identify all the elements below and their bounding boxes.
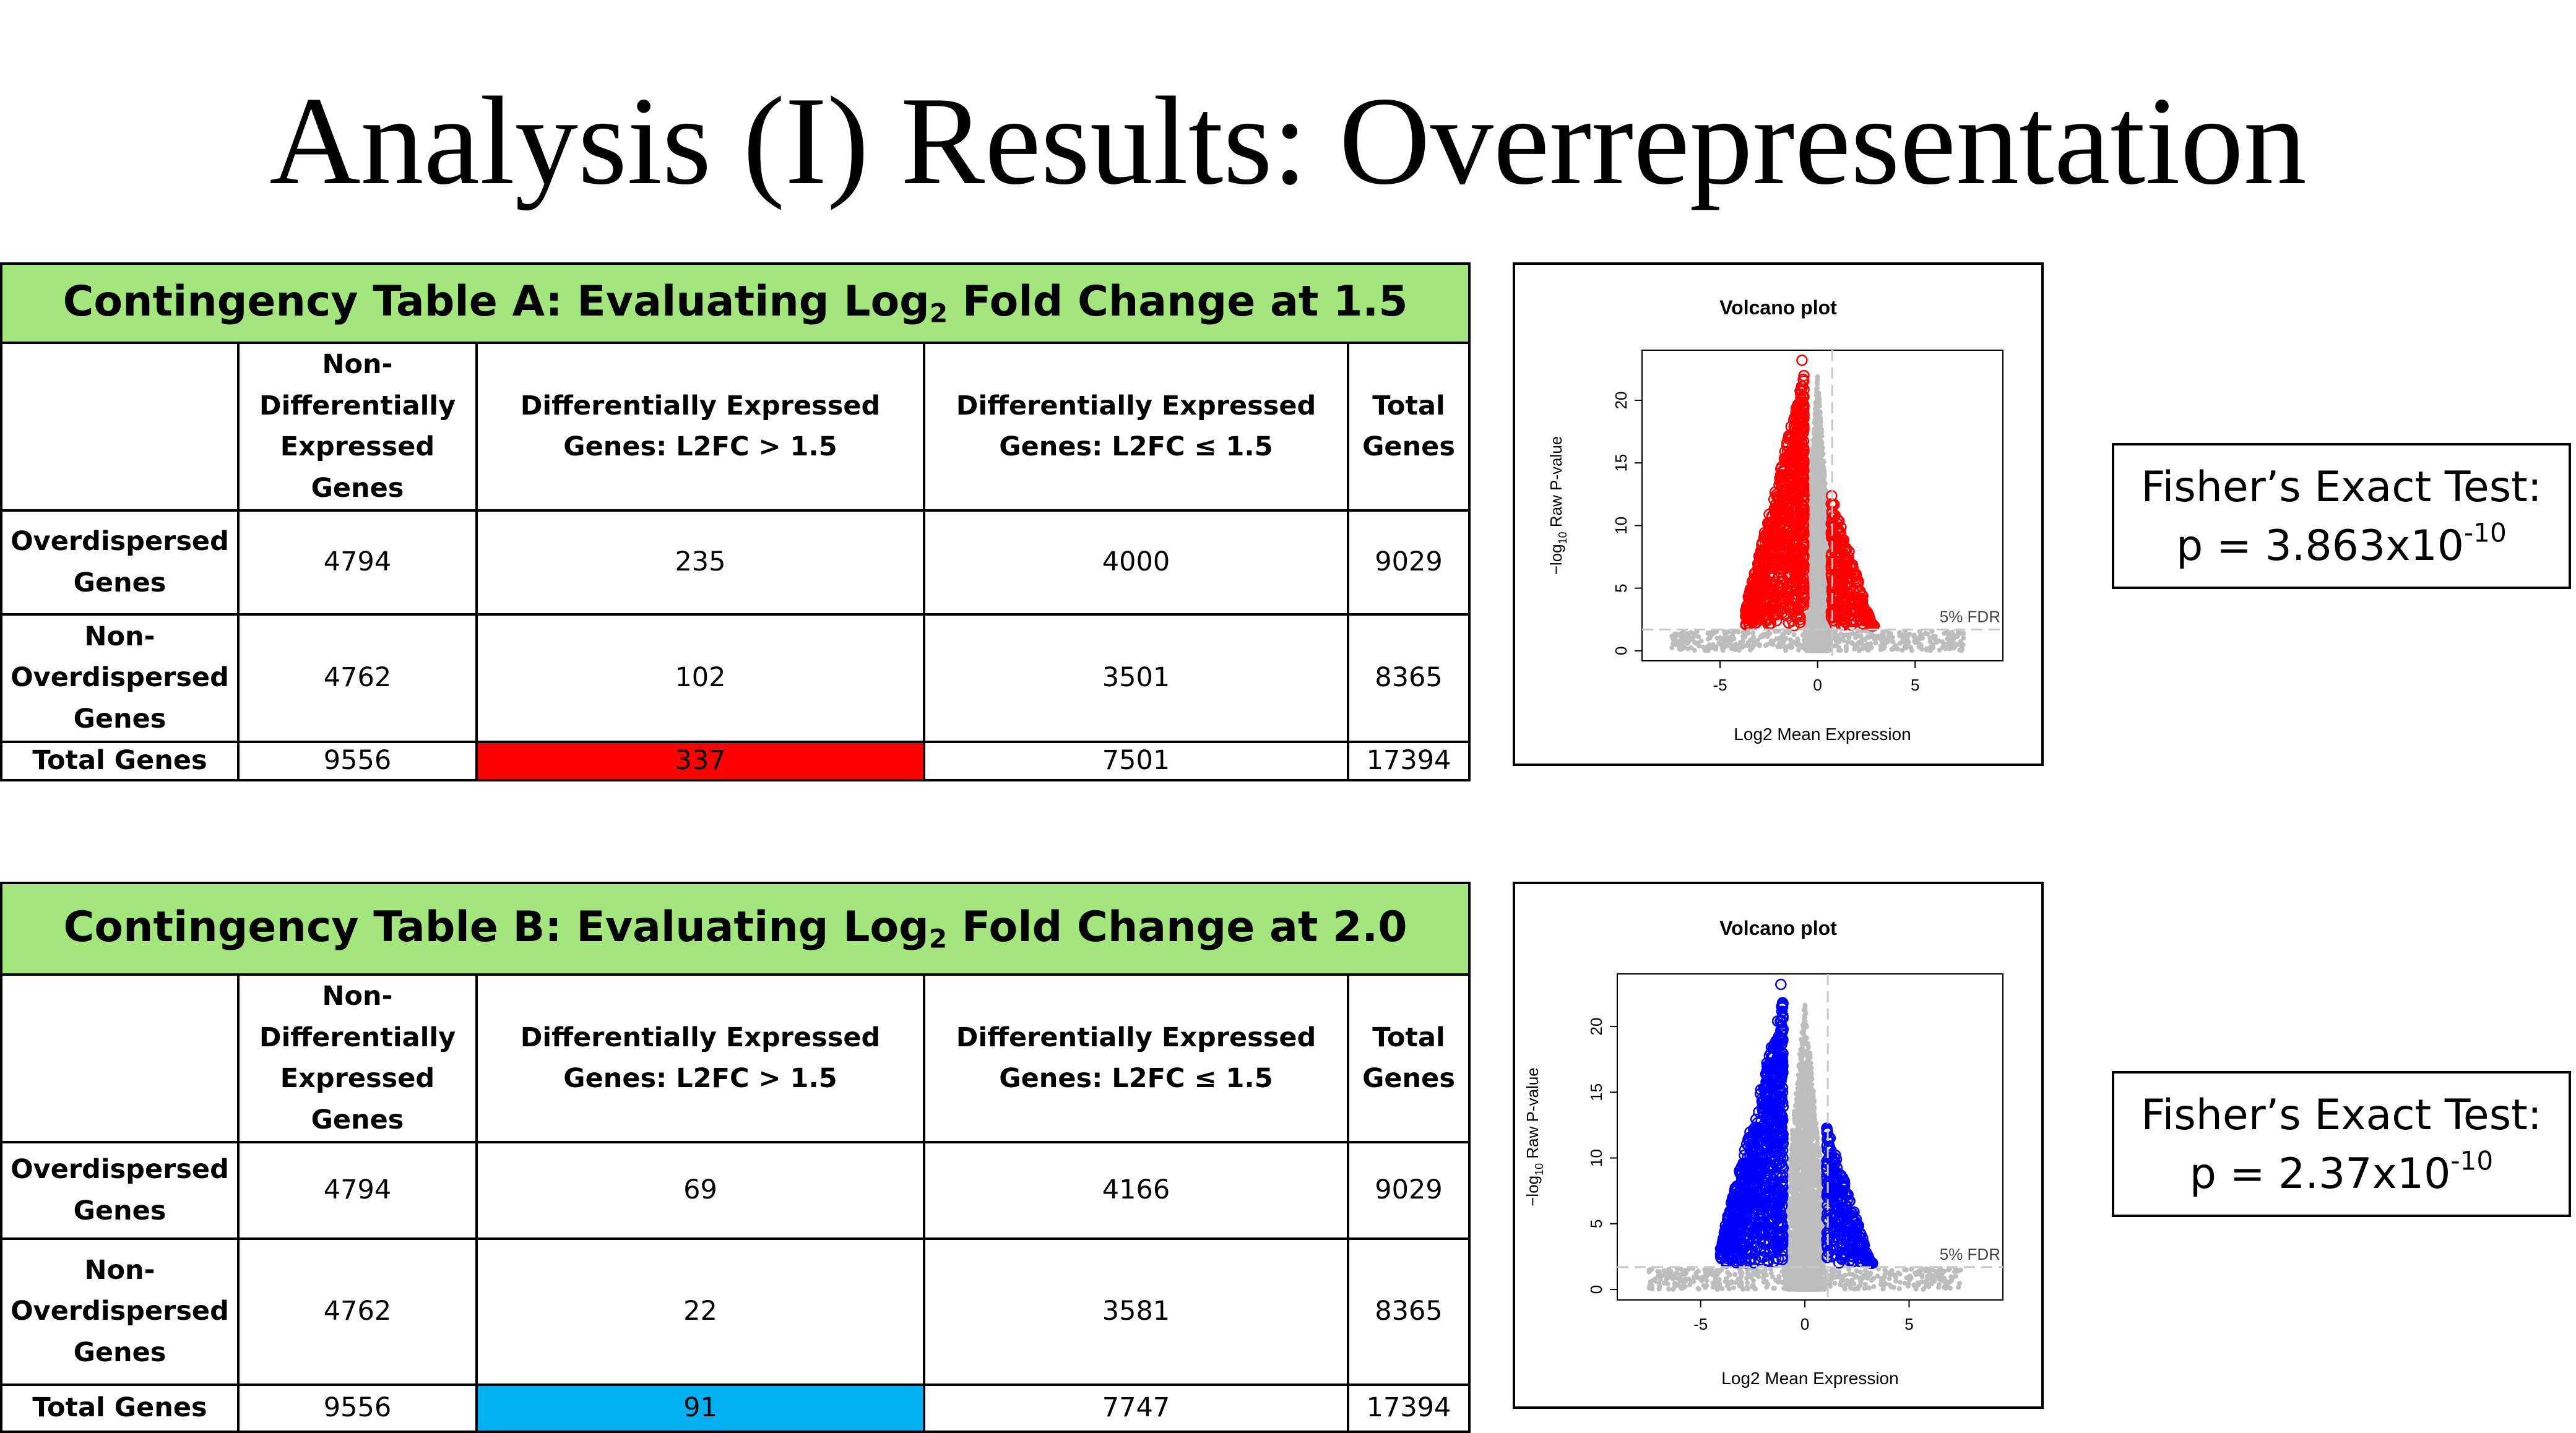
cell-value: 8365	[1348, 1239, 1469, 1385]
table-b-header-de-le: Differentially Expressed Genes: L2FC ≤ 1…	[924, 975, 1348, 1142]
y-tick-label: 20	[1612, 392, 1630, 410]
table-b-corner-cell	[1, 975, 238, 1142]
table-b-header-total: Total Genes	[1348, 975, 1469, 1142]
row-label-overdispersed: Overdispersed Genes	[1, 1142, 238, 1239]
volcano-plot-a-svg: Volcano plot 5% FDR -5 0 5 0 5 10 15 20 Log2 Mean …	[1515, 265, 2041, 764]
table-a-corner-cell	[1, 343, 238, 510]
scatter-points	[1669, 355, 1966, 653]
x-axis-label: Log2 Mean Expression	[1734, 725, 1911, 744]
cell-value: 4762	[238, 614, 477, 742]
slide-title: Analysis (I) Results: Overrepresentation	[0, 73, 2576, 209]
fisher-p-value: p = 3.863x10-10	[2114, 517, 2569, 575]
table-a-header-total: Total Genes	[1348, 343, 1469, 510]
cell-value: 22	[477, 1239, 924, 1385]
cell-value: 4794	[238, 510, 477, 614]
contingency-table-b: Contingency Table B: Evaluating Log2 Fol…	[0, 882, 1471, 1433]
fisher-p-value: p = 2.37x10-10	[2114, 1145, 2569, 1203]
plot-title: Volcano plot	[1719, 296, 1837, 319]
x-tick-label: -5	[1693, 1315, 1708, 1333]
cell-value: 17394	[1348, 742, 1469, 780]
cell-value: 3501	[924, 614, 1348, 742]
x-axis-label: Log2 Mean Expression	[1721, 1369, 1898, 1388]
cell-value: 4166	[924, 1142, 1348, 1239]
y-tick-label: 20	[1587, 1018, 1606, 1036]
cell-value: 8365	[1348, 614, 1469, 742]
table-row: Non-Overdispersed Genes 4762 22 3581 836…	[1, 1239, 1469, 1385]
x-tick-label: 0	[1800, 1315, 1809, 1333]
cell-value: 4762	[238, 1239, 477, 1385]
table-a-title: Contingency Table A: Evaluating Log2 Fol…	[1, 264, 1469, 343]
table-b-header-non-de: Non-Differentially Expressed Genes	[238, 975, 477, 1142]
table-a-header-de-le: Differentially Expressed Genes: L2FC ≤ 1…	[924, 343, 1348, 510]
table-row: Overdispersed Genes 4794 235 4000 9029	[1, 510, 1469, 614]
table-b-header-de-gt: Differentially Expressed Genes: L2FC > 1…	[477, 975, 924, 1142]
cell-value: 3581	[924, 1239, 1348, 1385]
cell-value: 9556	[238, 742, 477, 780]
fisher-test-label: Fisher’s Exact Test:	[2114, 458, 2569, 517]
row-label-non-overdispersed: Non-Overdispersed Genes	[1, 614, 238, 742]
cell-value: 235	[477, 510, 924, 614]
table-a-header-de-gt: Differentially Expressed Genes: L2FC > 1…	[477, 343, 924, 510]
fisher-test-label: Fisher’s Exact Test:	[2114, 1086, 2569, 1145]
cell-value: 9029	[1348, 1142, 1469, 1239]
cell-value: 4794	[238, 1142, 477, 1239]
y-tick-label: 10	[1612, 517, 1630, 535]
scatter-points	[1646, 979, 1963, 1292]
table-row: Total Genes 9556 337 7501 17394	[1, 742, 1469, 780]
highlighted-total-cell: 337	[477, 742, 924, 780]
y-tick-label: 5	[1587, 1220, 1606, 1228]
plot-title: Volcano plot	[1719, 917, 1837, 939]
y-tick-label: 5	[1612, 583, 1630, 592]
x-tick-label: -5	[1713, 676, 1727, 694]
table-row: Non-Overdispersed Genes 4762 102 3501 83…	[1, 614, 1469, 742]
y-tick-label: 0	[1587, 1285, 1606, 1294]
fdr-label: 5% FDR	[1940, 607, 2000, 626]
y-tick-label: 0	[1612, 647, 1630, 655]
y-tick-label: 15	[1587, 1083, 1606, 1101]
fisher-test-box-a: Fisher’s Exact Test: p = 3.863x10-10	[2112, 443, 2571, 589]
volcano-plot-b-svg: Volcano plot 5% FDR -5 0 5 0 5 10 15 20 Log2 Mean …	[1515, 884, 2041, 1406]
table-a-header-non-de: Non-Differentially Expressed Genes	[238, 343, 477, 510]
contingency-table-a: Contingency Table A: Evaluating Log2 Fol…	[0, 262, 1471, 781]
cell-value: 69	[477, 1142, 924, 1239]
x-tick-label: 5	[1911, 676, 1919, 694]
table-b-title: Contingency Table B: Evaluating Log2 Fol…	[1, 883, 1469, 975]
cell-value: 4000	[924, 510, 1348, 614]
volcano-plot-b: Volcano plot 5% FDR -5 0 5 0 5 10 15 20 Log2 Mean …	[1513, 882, 2044, 1409]
cell-value: 102	[477, 614, 924, 742]
volcano-plot-a: Volcano plot 5% FDR -5 0 5 0 5 10 15 20 Log2 Mean …	[1513, 262, 2044, 766]
y-axis-label: −log10 Raw P-value	[1523, 1067, 1545, 1207]
cell-value: 7501	[924, 742, 1348, 780]
y-axis-label: −log10 Raw P-value	[1547, 436, 1569, 575]
row-label-total: Total Genes	[1, 742, 238, 780]
cell-value: 9029	[1348, 510, 1469, 614]
y-tick-label: 10	[1587, 1149, 1606, 1167]
x-tick-label: 5	[1904, 1315, 1913, 1333]
table-row: Overdispersed Genes 4794 69 4166 9029	[1, 1142, 1469, 1239]
fisher-test-box-b: Fisher’s Exact Test: p = 2.37x10-10	[2112, 1071, 2571, 1217]
row-label-overdispersed: Overdispersed Genes	[1, 510, 238, 614]
x-tick-label: 0	[1813, 676, 1822, 694]
fdr-label: 5% FDR	[1940, 1245, 2000, 1263]
row-label-non-overdispersed: Non-Overdispersed Genes	[1, 1239, 238, 1385]
y-tick-label: 15	[1612, 454, 1630, 472]
